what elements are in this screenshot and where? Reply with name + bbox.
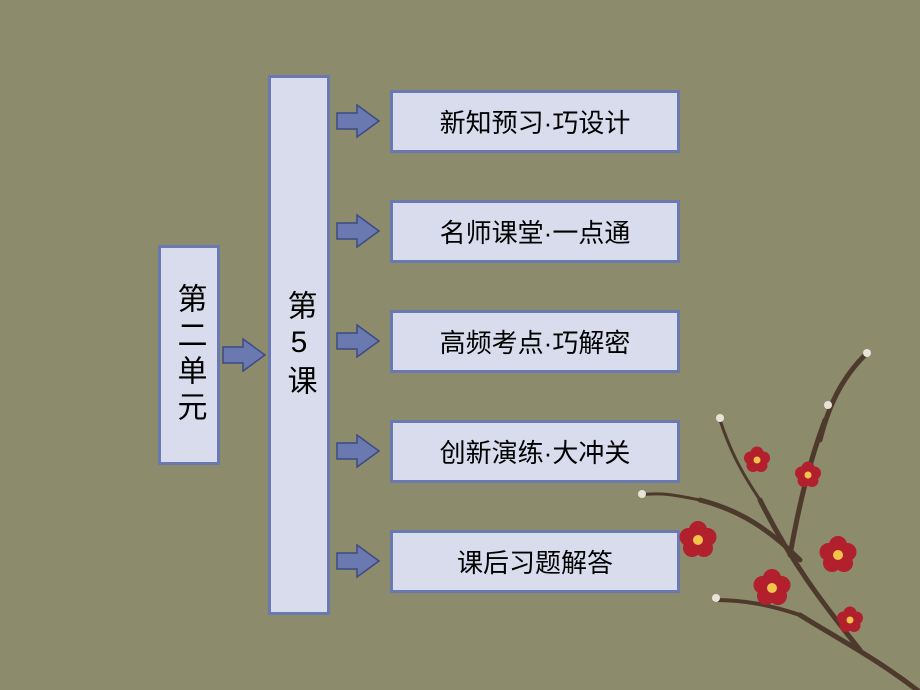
arrow-item-2 xyxy=(337,325,379,357)
item-box-4[interactable]: 课后习题解答 xyxy=(390,530,680,593)
arrow-item-1 xyxy=(337,215,379,247)
unit-box: 第二单元 xyxy=(158,245,220,465)
unit-label: 第二单元 xyxy=(167,283,212,427)
arrow-item-4 xyxy=(337,545,379,577)
item-box-0[interactable]: 新知预习·巧设计 xyxy=(390,90,680,153)
item-label-2: 高频考点·巧解密 xyxy=(440,323,631,360)
item-box-3[interactable]: 创新演练·大冲关 xyxy=(390,420,680,483)
arrow-item-3 xyxy=(337,435,379,467)
item-label-4: 课后习题解答 xyxy=(457,543,613,580)
item-label-0: 新知预习·巧设计 xyxy=(440,103,631,140)
arrow-unit-lesson xyxy=(223,339,265,371)
lesson-box: 第5课 xyxy=(268,75,330,615)
item-box-2[interactable]: 高频考点·巧解密 xyxy=(390,310,680,373)
item-label-1: 名师课堂·一点通 xyxy=(440,213,631,250)
arrow-item-0 xyxy=(337,105,379,137)
item-box-1[interactable]: 名师课堂·一点通 xyxy=(390,200,680,263)
lesson-label: 第5课 xyxy=(277,290,322,401)
item-label-3: 创新演练·大冲关 xyxy=(440,433,631,470)
